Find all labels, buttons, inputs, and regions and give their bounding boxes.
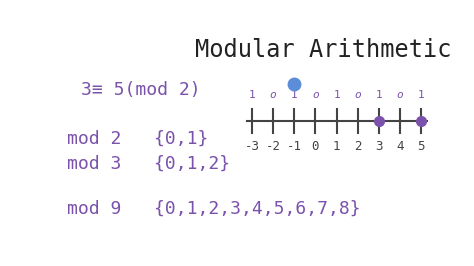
Text: 1: 1 xyxy=(291,90,298,99)
Text: 1: 1 xyxy=(249,90,255,99)
Text: 1: 1 xyxy=(333,140,340,153)
Text: o: o xyxy=(355,90,361,99)
Text: 0: 0 xyxy=(312,140,319,153)
Text: Modular Arithmetic: Modular Arithmetic xyxy=(195,38,452,62)
Text: o: o xyxy=(312,90,319,99)
Text: 3: 3 xyxy=(375,140,383,153)
Text: 1: 1 xyxy=(418,90,424,99)
Text: 2: 2 xyxy=(354,140,362,153)
Text: 1: 1 xyxy=(333,90,340,99)
Text: 1: 1 xyxy=(375,90,382,99)
Text: 5: 5 xyxy=(417,140,425,153)
Text: mod 3   {0,1,2}: mod 3 {0,1,2} xyxy=(66,155,230,173)
Text: -3: -3 xyxy=(245,140,260,153)
Text: 4: 4 xyxy=(396,140,404,153)
Text: o: o xyxy=(397,90,403,99)
Text: -2: -2 xyxy=(266,140,281,153)
Text: -1: -1 xyxy=(287,140,302,153)
Text: mod 9   {0,1,2,3,4,5,6,7,8}: mod 9 {0,1,2,3,4,5,6,7,8} xyxy=(66,200,360,218)
Text: 3≡ 5(mod 2): 3≡ 5(mod 2) xyxy=(82,81,201,99)
Text: o: o xyxy=(270,90,277,99)
Text: mod 2   {0,1}: mod 2 {0,1} xyxy=(66,130,208,148)
